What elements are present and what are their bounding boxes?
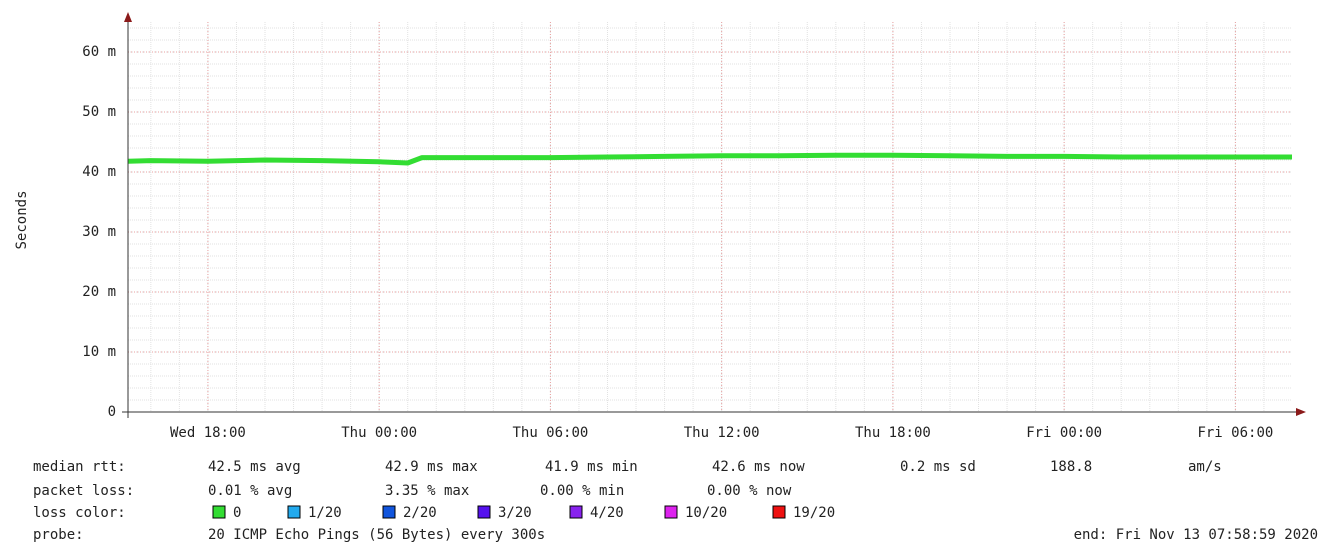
probe-text: 20 ICMP Echo Pings (56 Bytes) every 300s — [208, 527, 545, 543]
stats-label: packet loss: — [33, 483, 134, 499]
legend-swatch — [287, 505, 301, 519]
legend-label: 4/20 — [590, 505, 624, 521]
stat-value: 0.2 ms sd — [900, 459, 976, 475]
legend-label: 19/20 — [793, 505, 835, 521]
end-time: end: Fri Nov 13 07:58:59 2020 — [1074, 527, 1318, 543]
legend-swatch — [212, 505, 226, 519]
y-tick-label: 30 m — [82, 224, 116, 240]
y-tick-label: 60 m — [82, 44, 116, 60]
legend-label: loss color: — [33, 505, 126, 521]
stat-value: 0.00 % now — [707, 483, 792, 499]
legend-swatch — [569, 505, 583, 519]
stat-value: 41.9 ms min — [545, 459, 638, 475]
probe-label: probe: — [33, 527, 84, 543]
plot — [127, 152, 1292, 166]
y-tick-label: 0 — [108, 404, 116, 420]
stats-label: median rtt: — [33, 459, 126, 475]
legend-swatch — [382, 505, 396, 519]
stat-value: 42.6 ms now — [712, 459, 805, 475]
stat-value: 3.35 % max — [385, 483, 469, 499]
y-tick-label: 50 m — [82, 104, 116, 120]
y-axis-arrow — [124, 12, 132, 22]
stat-value: 0.00 % min — [540, 483, 624, 499]
legend-swatch — [477, 505, 491, 519]
y-tick-label: 40 m — [82, 164, 116, 180]
legend-label: 3/20 — [498, 505, 532, 521]
median-line — [127, 152, 1292, 166]
y-tick-label: 10 m — [82, 344, 116, 360]
x-tick-label: Fri 06:00 — [1197, 425, 1273, 441]
legend-label: 10/20 — [685, 505, 727, 521]
x-tick-label: Wed 18:00 — [170, 425, 246, 441]
legend-label: 0 — [233, 505, 241, 521]
stat-value: am/s — [1188, 459, 1222, 475]
x-tick-label: Thu 18:00 — [855, 425, 931, 441]
x-tick-label: Thu 00:00 — [341, 425, 417, 441]
legend-swatch — [664, 505, 678, 519]
y-tick-label: 20 m — [82, 284, 116, 300]
x-tick-label: Fri 00:00 — [1026, 425, 1102, 441]
y-axis-label: Seconds — [14, 190, 30, 249]
x-tick-label: Thu 06:00 — [512, 425, 588, 441]
stat-value: 42.9 ms max — [385, 459, 478, 475]
stat-value: 0.01 % avg — [208, 483, 292, 499]
legend-swatch — [772, 505, 786, 519]
x-axis-arrow — [1296, 408, 1306, 416]
stat-value: 42.5 ms avg — [208, 459, 301, 475]
grid — [128, 22, 1292, 413]
x-tick-label: Thu 12:00 — [684, 425, 760, 441]
stat-value: 188.8 — [1050, 459, 1092, 475]
legend-label: 1/20 — [308, 505, 342, 521]
legend-label: 2/20 — [403, 505, 437, 521]
